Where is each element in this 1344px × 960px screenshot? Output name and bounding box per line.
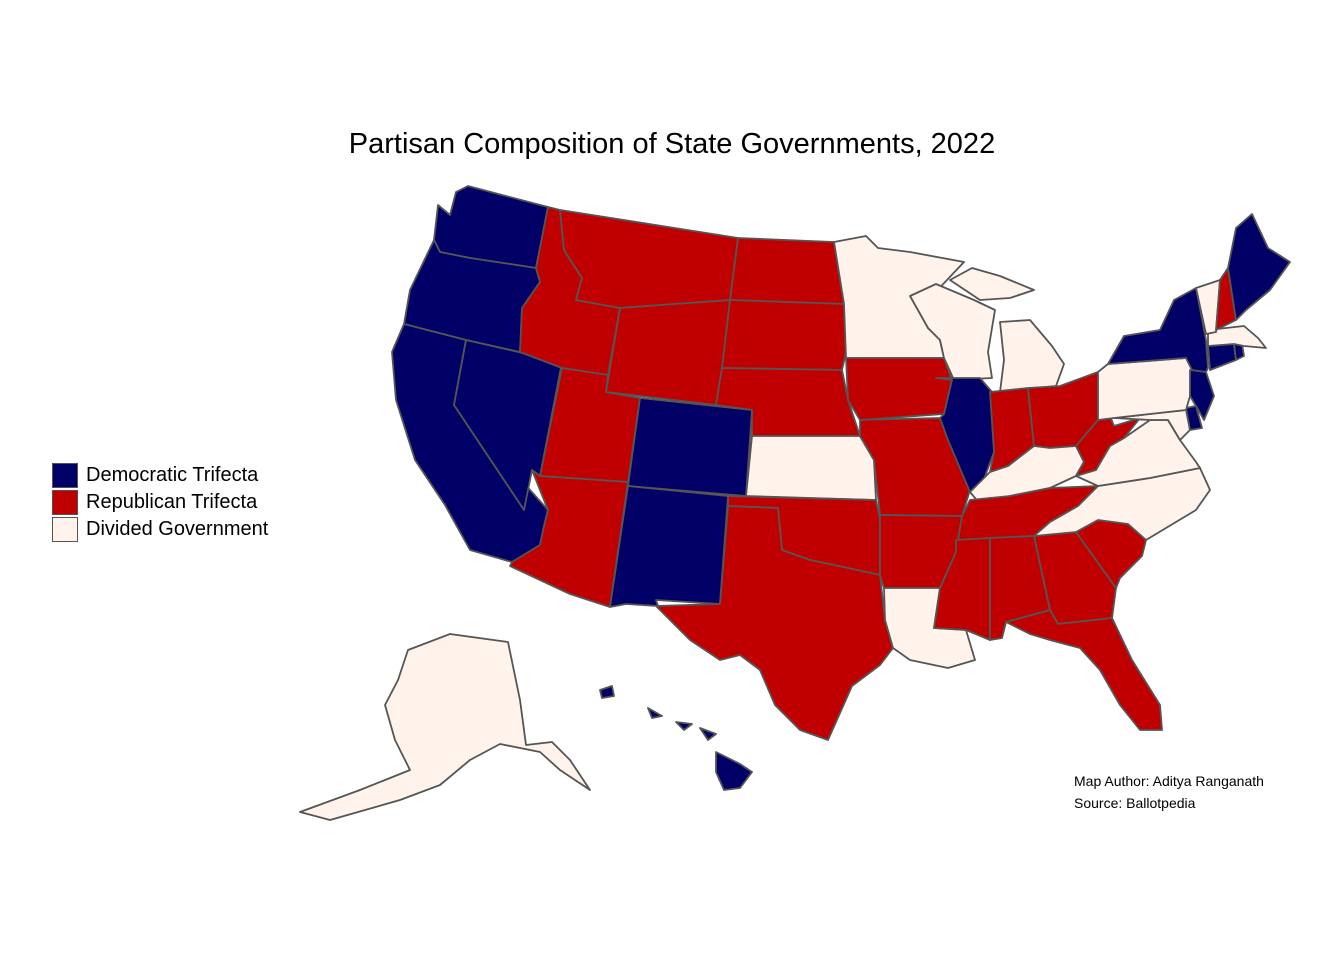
state-ND	[729, 237, 845, 305]
legend-item-republican: Republican Trifecta	[52, 489, 268, 516]
map-author: Map Author: Aditya Ranganath	[1074, 773, 1264, 789]
state-DE	[1185, 405, 1203, 431]
map-credits: Map Author: Aditya Ranganath Source: Bal…	[1074, 770, 1264, 814]
state-CO	[627, 397, 753, 497]
state-FL	[1005, 609, 1163, 731]
state-AK	[299, 633, 591, 821]
state-MI	[949, 267, 1065, 393]
state-MA	[1207, 325, 1267, 349]
legend-label-divided: Divided Government	[86, 518, 269, 540]
state-WY	[605, 299, 731, 406]
legend-label-democratic: Democratic Trifecta	[86, 464, 259, 486]
legend-swatch-democratic	[52, 463, 78, 488]
map-source: Source: Ballotpedia	[1074, 795, 1196, 811]
state-MT	[559, 209, 739, 309]
state-WI	[909, 283, 996, 381]
state-TX	[655, 505, 894, 741]
legend-item-divided: Divided Government	[52, 516, 268, 543]
state-VT	[1195, 279, 1221, 335]
legend-swatch-republican	[52, 490, 78, 515]
state-NY	[1107, 287, 1209, 373]
state-KS	[745, 435, 877, 501]
legend-label-republican: Republican Trifecta	[86, 491, 258, 513]
page-title: Partisan Composition of State Government…	[348, 128, 996, 160]
state-NM	[609, 485, 729, 608]
state-ME	[1227, 213, 1291, 321]
state-SD	[721, 299, 847, 371]
legend: Democratic Trifecta Republican Trifecta …	[52, 462, 268, 543]
legend-item-democratic: Democratic Trifecta	[52, 462, 268, 489]
state-CT	[1207, 343, 1237, 371]
legend-swatch-divided	[52, 517, 78, 542]
state-IA	[845, 357, 953, 421]
state-WV	[1075, 415, 1141, 477]
state-HI	[599, 685, 753, 791]
state-PA	[1097, 357, 1193, 421]
